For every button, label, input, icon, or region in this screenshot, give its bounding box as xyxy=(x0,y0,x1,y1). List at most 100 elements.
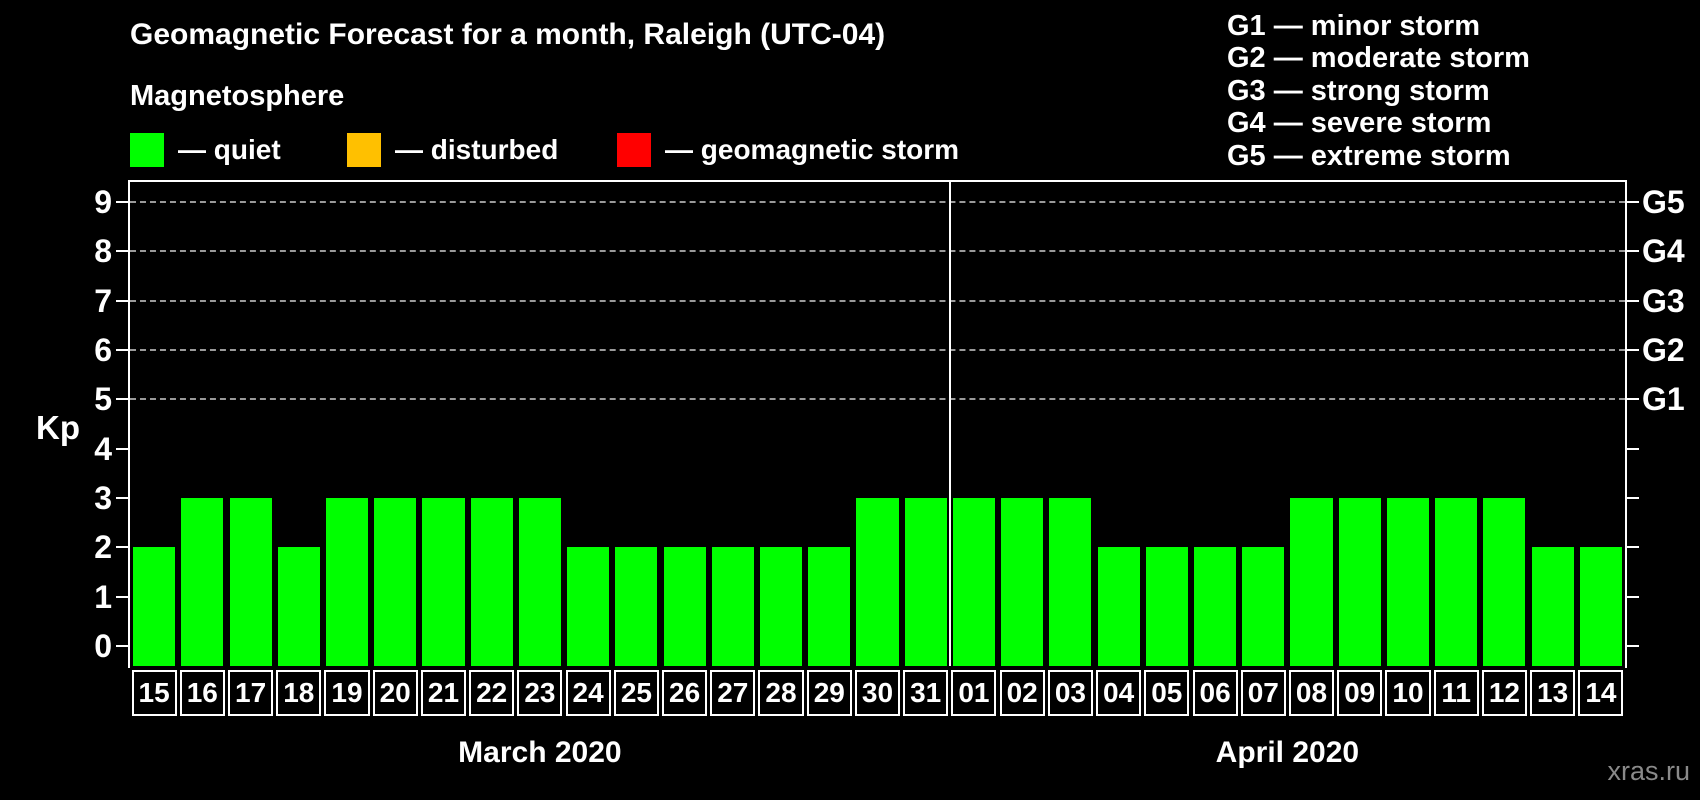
y-tick-label: 8 xyxy=(94,233,112,270)
left-tick-kp6 xyxy=(116,349,130,351)
day-label-28: 28 xyxy=(758,670,804,716)
storm-scale-item-g5: G5 — extreme storm xyxy=(1227,139,1511,172)
month-divider xyxy=(948,182,951,666)
legend-label-quiet: — quiet xyxy=(178,134,281,165)
day-label-27: 27 xyxy=(710,670,756,716)
kp-bar-day-15 xyxy=(133,547,176,666)
gridline-kp6 xyxy=(130,349,1625,351)
day-label-09: 09 xyxy=(1337,670,1383,716)
day-label-17: 17 xyxy=(228,670,274,716)
kp-bar-day-05 xyxy=(1145,547,1188,666)
day-label-19: 19 xyxy=(324,670,370,716)
left-tick-kp5 xyxy=(116,398,130,401)
left-tick-kp0 xyxy=(116,645,130,647)
gridline-kp5 xyxy=(130,398,1625,401)
day-label-20: 20 xyxy=(372,670,418,716)
storm-scale-legend: G1 — minor storm G2 — moderate storm G3 … xyxy=(1227,10,1530,172)
day-label-01: 01 xyxy=(951,670,997,716)
right-tick-kp3 xyxy=(1625,497,1639,499)
legend-item-quiet: — quiet xyxy=(130,133,281,167)
legend-item-geomagnetic-storm: — geomagnetic storm xyxy=(617,133,959,167)
legend-label-storm: — geomagnetic storm xyxy=(665,134,960,165)
kp-bar-day-31 xyxy=(904,498,947,666)
legend-group-title: Magnetosphere xyxy=(130,80,345,112)
kp-bar-day-03 xyxy=(1049,498,1092,666)
gridline-kp7 xyxy=(130,299,1625,302)
g-scale-label-g2: G2 xyxy=(1642,332,1685,368)
kp-bar-day-07 xyxy=(1242,547,1285,666)
right-tick-kp1 xyxy=(1625,595,1639,598)
day-label-29: 29 xyxy=(806,670,852,716)
left-tick-kp7 xyxy=(116,299,130,302)
kp-bar-day-13 xyxy=(1531,547,1574,666)
day-label-30: 30 xyxy=(854,670,901,716)
kp-bar-day-06 xyxy=(1194,547,1237,666)
kp-bar-day-04 xyxy=(1097,547,1140,666)
kp-bar-day-21 xyxy=(422,498,465,666)
kp-bar-day-11 xyxy=(1435,498,1478,666)
left-tick-kp8 xyxy=(116,250,130,253)
storm-scale-item-g3: G3 — strong storm xyxy=(1227,74,1490,107)
left-tick-kp9 xyxy=(116,201,130,203)
kp-bar-day-17 xyxy=(229,498,272,666)
day-label-25: 25 xyxy=(613,670,659,716)
kp-bar-day-10 xyxy=(1386,498,1430,666)
legend-item-disturbed: — disturbed xyxy=(347,133,558,167)
day-label-24: 24 xyxy=(565,670,611,716)
day-label-12: 12 xyxy=(1481,670,1527,716)
quiet-color-swatch xyxy=(130,133,164,167)
day-label-22: 22 xyxy=(469,670,515,716)
kp-bar-day-26 xyxy=(663,547,706,666)
g-scale-label-g4: G4 xyxy=(1642,233,1685,270)
right-tick-kp2 xyxy=(1625,546,1639,549)
day-label-03: 03 xyxy=(1047,670,1093,716)
left-tick-kp1 xyxy=(116,595,130,598)
day-label-05: 05 xyxy=(1144,670,1190,716)
month-label: April 2020 xyxy=(1215,736,1360,769)
legend-label-disturbed: — disturbed xyxy=(395,134,559,165)
day-label-11: 11 xyxy=(1433,670,1479,716)
kp-bar-day-19 xyxy=(325,498,369,666)
y-tick-label: 0 xyxy=(94,628,112,664)
g-scale-label-g5: G5 xyxy=(1642,184,1685,220)
day-label-08: 08 xyxy=(1288,670,1335,716)
right-tick-kp9 xyxy=(1625,201,1639,203)
left-tick-kp3 xyxy=(116,497,130,499)
kp-bar-day-30 xyxy=(856,498,899,666)
kp-bar-day-01 xyxy=(952,498,995,666)
day-label-04: 04 xyxy=(1096,670,1142,716)
page-title: Geomagnetic Forecast for a month, Raleig… xyxy=(130,18,886,51)
y-tick-label: 2 xyxy=(94,529,112,566)
kp-bar-day-20 xyxy=(374,498,417,666)
g-scale-label-g1: G1 xyxy=(1642,381,1685,418)
y-tick-label: 9 xyxy=(94,184,112,220)
right-tick-kp6 xyxy=(1625,349,1639,351)
left-tick-kp2 xyxy=(116,546,130,549)
right-tick-kp0 xyxy=(1625,645,1639,647)
day-label-18: 18 xyxy=(276,670,322,716)
g-scale-label-g3: G3 xyxy=(1642,282,1685,319)
y-tick-label: 1 xyxy=(94,578,112,615)
day-label-31: 31 xyxy=(903,670,949,716)
day-label-07: 07 xyxy=(1240,670,1286,716)
right-tick-kp7 xyxy=(1625,299,1639,302)
storm-scale-item-g4: G4 — severe storm xyxy=(1227,107,1492,140)
kp-bar-day-24 xyxy=(567,547,610,666)
day-label-23: 23 xyxy=(517,670,563,716)
day-label-26: 26 xyxy=(662,670,708,716)
left-tick-kp4 xyxy=(116,447,130,450)
kp-bar-day-23 xyxy=(518,498,561,666)
right-tick-kp8 xyxy=(1625,250,1639,253)
day-label-06: 06 xyxy=(1192,670,1238,716)
day-label-21: 21 xyxy=(420,670,467,716)
kp-bar-day-09 xyxy=(1338,498,1381,666)
storm-color-swatch xyxy=(617,133,651,167)
gridline-kp8 xyxy=(130,250,1625,253)
y-tick-label: 4 xyxy=(94,430,112,467)
kp-bar-day-25 xyxy=(615,547,658,666)
kp-bar-day-12 xyxy=(1483,498,1526,666)
y-tick-label: 3 xyxy=(94,480,112,516)
kp-bar-day-28 xyxy=(759,547,803,666)
kp-bar-day-29 xyxy=(808,547,851,666)
